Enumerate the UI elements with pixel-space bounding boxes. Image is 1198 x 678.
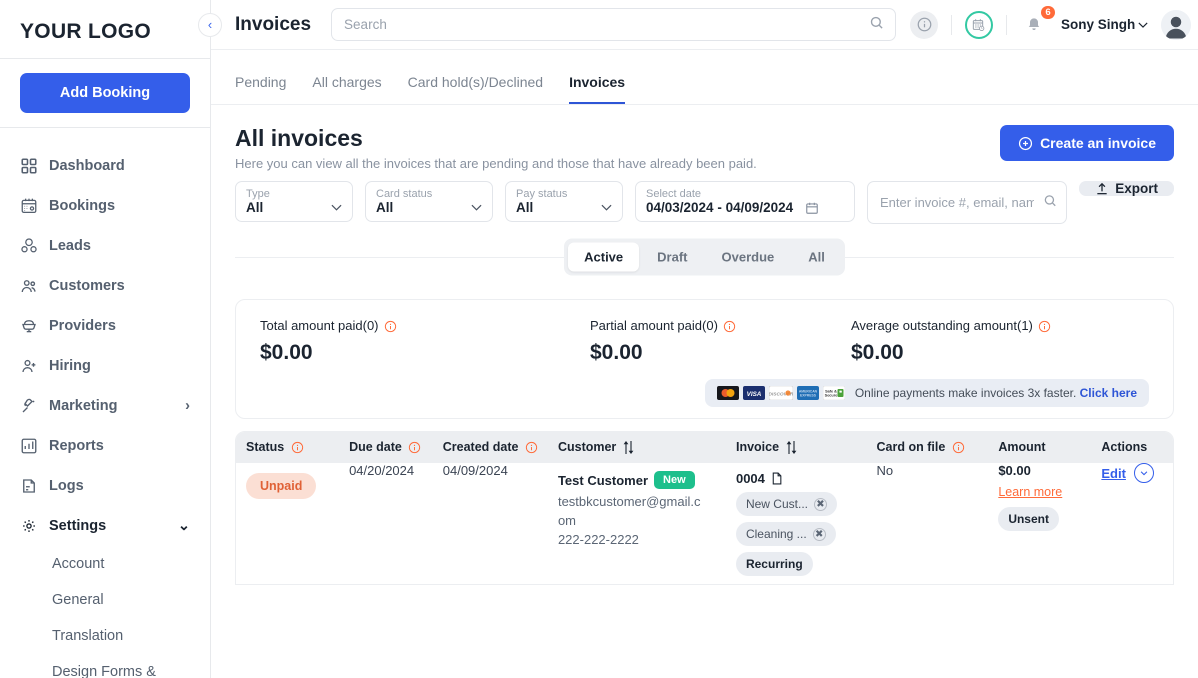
svg-text:Secure: Secure [825, 394, 838, 398]
svg-text:VISA: VISA [746, 391, 761, 398]
svg-text:EXPRESS: EXPRESS [800, 394, 817, 398]
